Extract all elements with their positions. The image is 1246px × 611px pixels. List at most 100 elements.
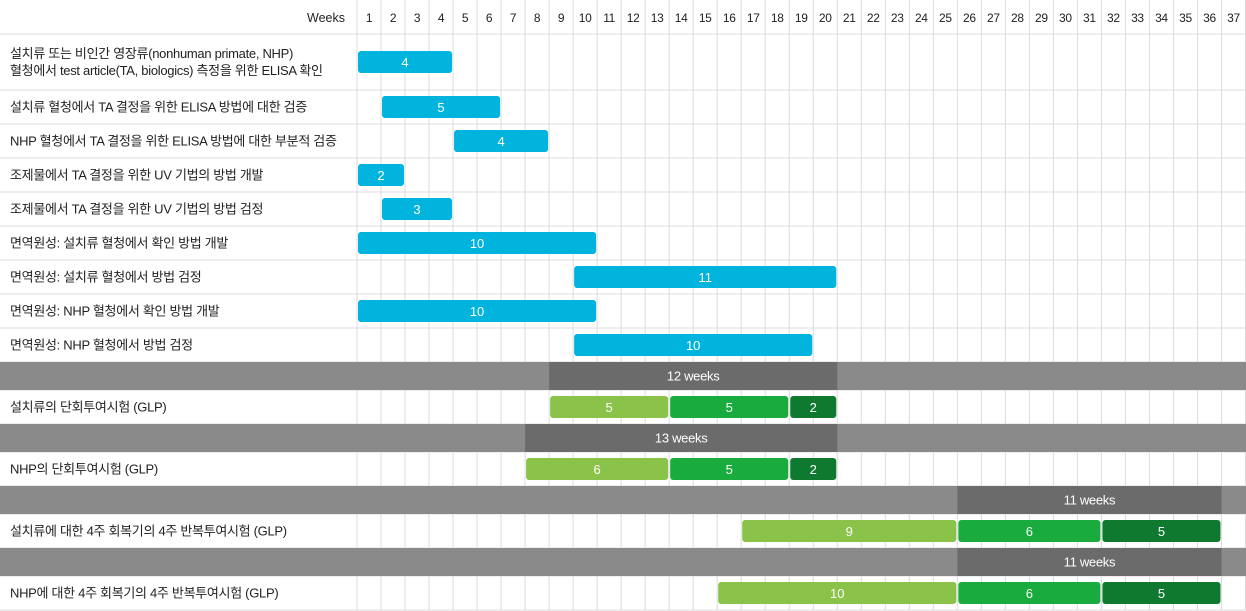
week-tick-label: 12 bbox=[627, 11, 640, 25]
gantt-bar bbox=[958, 582, 1101, 604]
bar-duration-label: 5 bbox=[726, 400, 733, 415]
week-tick-label: 8 bbox=[534, 11, 541, 25]
gantt-bar bbox=[670, 458, 789, 480]
bar-duration-label: 6 bbox=[594, 462, 601, 477]
gantt-bar bbox=[1102, 520, 1221, 542]
task-label: 조제물에서 TA 결정을 위한 UV 기법의 방법 개발 bbox=[10, 168, 264, 183]
task-label: 조제물에서 TA 결정을 위한 UV 기법의 방법 검정 bbox=[10, 202, 263, 217]
week-tick-label: 28 bbox=[1011, 11, 1024, 25]
bar-duration-label: 10 bbox=[470, 304, 484, 319]
gantt-bar bbox=[526, 458, 669, 480]
week-tick-label: 33 bbox=[1131, 11, 1144, 25]
phase-label: 12 weeks bbox=[667, 369, 720, 384]
bar-duration-label: 4 bbox=[401, 55, 408, 70]
week-tick-label: 37 bbox=[1227, 11, 1240, 25]
week-tick-label: 15 bbox=[699, 11, 712, 25]
week-tick-label: 5 bbox=[462, 11, 469, 25]
bar-duration-label: 5 bbox=[606, 400, 613, 415]
phase-label: 11 weeks bbox=[1064, 555, 1116, 570]
gantt-bar bbox=[1102, 582, 1221, 604]
gantt-bar bbox=[574, 334, 813, 356]
bar-duration-label: 4 bbox=[497, 134, 504, 149]
week-tick-label: 13 bbox=[651, 11, 664, 25]
task-label: 혈청에서 test article(TA, biologics) 측정을 위한 … bbox=[10, 63, 323, 78]
gantt-bar bbox=[670, 396, 789, 418]
gantt-bar bbox=[454, 130, 549, 152]
week-tick-label: 29 bbox=[1035, 11, 1048, 25]
gantt-bar bbox=[382, 198, 453, 220]
task-label: 설치류 혈청에서 TA 결정을 위한 ELISA 방법에 대한 검증 bbox=[10, 100, 307, 115]
bar-duration-label: 2 bbox=[810, 400, 817, 415]
header-background bbox=[0, 0, 1246, 34]
bar-duration-label: 11 bbox=[698, 270, 712, 285]
week-tick-label: 24 bbox=[915, 11, 928, 25]
task-label: 설치류에 대한 4주 회복기의 4주 반복투여시험 (GLP) bbox=[10, 524, 287, 539]
gantt-bar bbox=[574, 266, 837, 288]
bar-duration-label: 5 bbox=[437, 100, 444, 115]
week-tick-label: 14 bbox=[675, 11, 688, 25]
bar-duration-label: 3 bbox=[413, 202, 420, 217]
task-label: 설치류 또는 비인간 영장류(nonhuman primate, NHP) bbox=[10, 46, 293, 61]
week-tick-label: 4 bbox=[438, 11, 445, 25]
gantt-bar bbox=[718, 582, 957, 604]
week-tick-label: 10 bbox=[579, 11, 592, 25]
gantt-bar bbox=[358, 232, 597, 254]
task-label: NHP의 단회투여시험 (GLP) bbox=[10, 462, 158, 477]
week-tick-label: 23 bbox=[891, 11, 904, 25]
week-tick-label: 17 bbox=[747, 11, 760, 25]
phase-label: 13 weeks bbox=[655, 431, 708, 446]
task-label: 면역원성: NHP 혈청에서 확인 방법 개발 bbox=[10, 304, 220, 319]
week-tick-label: 16 bbox=[723, 11, 736, 25]
phase-span bbox=[957, 486, 1222, 514]
week-tick-label: 9 bbox=[558, 11, 565, 25]
week-tick-label: 31 bbox=[1083, 11, 1096, 25]
week-tick-label: 30 bbox=[1059, 11, 1072, 25]
week-tick-label: 36 bbox=[1203, 11, 1216, 25]
bar-duration-label: 5 bbox=[1158, 524, 1165, 539]
bar-duration-label: 6 bbox=[1026, 586, 1033, 601]
phase-label: 11 weeks bbox=[1064, 493, 1116, 508]
week-tick-label: 32 bbox=[1107, 11, 1120, 25]
task-label: 면역원성: 설치류 혈청에서 확인 방법 개발 bbox=[10, 236, 228, 251]
phase-span bbox=[957, 548, 1222, 576]
bar-duration-label: 2 bbox=[810, 462, 817, 477]
week-tick-label: 2 bbox=[390, 11, 397, 25]
gantt-bar bbox=[382, 96, 501, 118]
task-label: NHP에 대한 4주 회복기의 4주 반복투여시험 (GLP) bbox=[10, 586, 278, 601]
gantt-bar bbox=[358, 300, 597, 322]
week-tick-label: 26 bbox=[963, 11, 976, 25]
gantt-bar bbox=[358, 51, 453, 73]
week-tick-label: 27 bbox=[987, 11, 1000, 25]
bar-duration-label: 5 bbox=[1158, 586, 1165, 601]
week-tick-label: 7 bbox=[510, 11, 517, 25]
task-label: NHP 혈청에서 TA 결정을 위한 ELISA 방법에 대한 부분적 검증 bbox=[10, 134, 337, 149]
gantt-bar bbox=[958, 520, 1101, 542]
week-tick-label: 6 bbox=[486, 11, 493, 25]
weeks-axis-title: Weeks bbox=[307, 11, 345, 25]
bar-duration-label: 2 bbox=[377, 168, 384, 183]
week-tick-label: 22 bbox=[867, 11, 880, 25]
phase-span bbox=[525, 424, 838, 452]
week-tick-label: 11 bbox=[603, 11, 615, 25]
task-label: 면역원성: NHP 혈청에서 방법 검정 bbox=[10, 338, 193, 353]
bar-duration-label: 6 bbox=[1026, 524, 1033, 539]
bar-duration-label: 10 bbox=[686, 338, 700, 353]
task-label: 면역원성: 설치류 혈청에서 방법 검정 bbox=[10, 270, 201, 285]
gantt-bar bbox=[358, 164, 405, 186]
bar-duration-label: 10 bbox=[830, 586, 844, 601]
gantt-bar bbox=[790, 396, 837, 418]
week-tick-label: 25 bbox=[939, 11, 952, 25]
bar-duration-label: 5 bbox=[726, 462, 733, 477]
week-tick-label: 35 bbox=[1179, 11, 1192, 25]
gantt-bar bbox=[790, 458, 837, 480]
gantt-bar bbox=[550, 396, 669, 418]
week-tick-label: 3 bbox=[414, 11, 421, 25]
week-tick-label: 1 bbox=[366, 11, 373, 25]
week-tick-label: 34 bbox=[1155, 11, 1168, 25]
week-tick-label: 19 bbox=[795, 11, 808, 25]
bar-duration-label: 9 bbox=[846, 524, 853, 539]
week-tick-label: 18 bbox=[771, 11, 784, 25]
phase-span bbox=[549, 362, 838, 390]
